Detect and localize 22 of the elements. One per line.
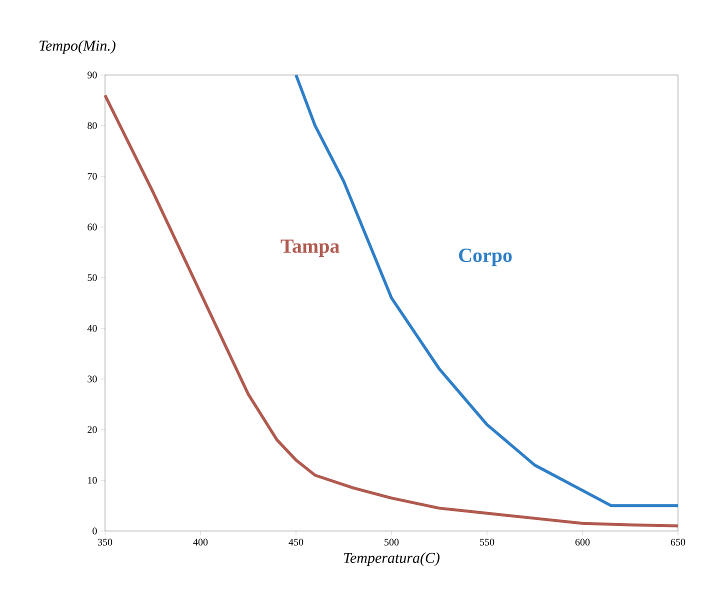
- x-axis-title: Temperatura(C): [344, 552, 440, 566]
- line-series: [104, 94, 680, 528]
- text: Corpo: [459, 248, 512, 266]
- y-axis-title: Tempo(Min.): [40, 40, 116, 54]
- y-tick-label: 50: [88, 274, 97, 282]
- x-tick-label: 500: [384, 538, 399, 546]
- y-tick-label: 30: [88, 376, 97, 382]
- x-tick-label: 600: [575, 538, 590, 546]
- x-tick-label: 550: [480, 538, 494, 546]
- y-tick-label: 90: [88, 72, 97, 78]
- x-tick-label: 400: [193, 538, 208, 546]
- y-tick-label: 80: [88, 122, 97, 130]
- y-tick-label: 10: [88, 476, 97, 484]
- y-tick-label: 40: [87, 324, 97, 332]
- y-tick-label: 60: [88, 224, 97, 230]
- y-tick-label: 20: [88, 426, 97, 434]
- x-tick-label: 650: [670, 538, 686, 546]
- text: Tampa: [280, 240, 340, 257]
- y-tick-label: 70: [88, 172, 97, 180]
- x-tick-label: 350: [98, 538, 112, 546]
- x-tick-label: 450: [288, 538, 304, 546]
- y-tick-label: 0: [92, 528, 97, 534]
